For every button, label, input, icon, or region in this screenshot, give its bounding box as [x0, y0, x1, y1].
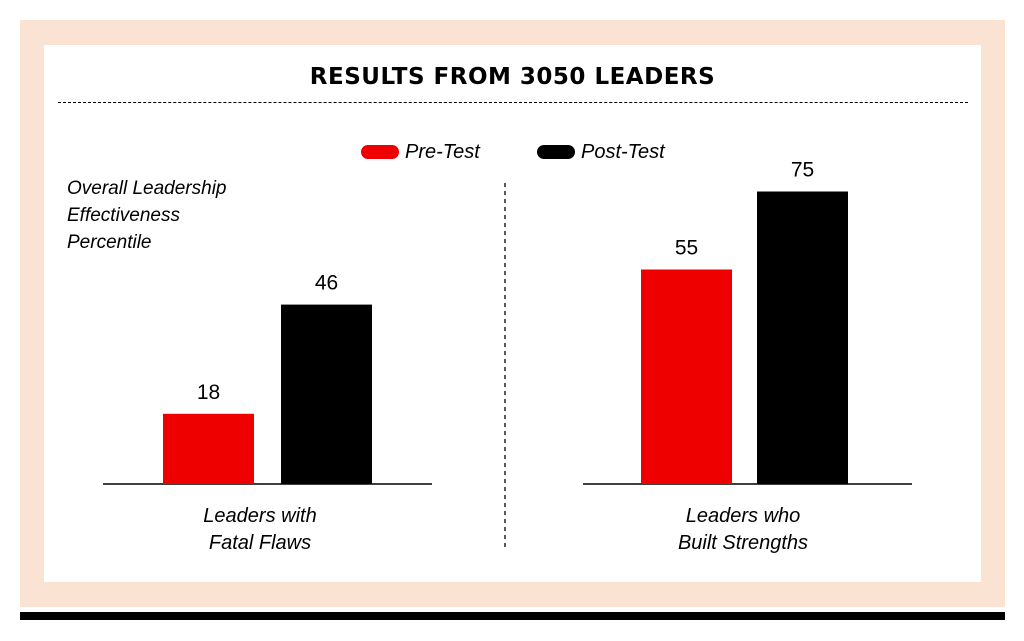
- bar-post-test-1: [281, 304, 372, 484]
- legend-label-post-test: Post-Test: [581, 140, 665, 163]
- bar-pre-test-2: [641, 269, 732, 484]
- bottom-rule: [20, 612, 1005, 620]
- data-label: 18: [197, 381, 220, 404]
- y-axis-label: Overall Leadership Effectiveness Percent…: [67, 175, 287, 256]
- bar-post-test-2: [757, 191, 848, 484]
- legend-label-pre-test: Pre-Test: [405, 140, 480, 163]
- data-label: 75: [791, 159, 814, 182]
- category-label: Fatal Flaws: [209, 532, 311, 554]
- legend-item-pre-test: Pre-Test: [361, 140, 480, 164]
- title-divider: [58, 102, 968, 103]
- category-label: Leaders with: [203, 505, 316, 527]
- category-label: Built Strengths: [678, 532, 808, 554]
- category-label: Leaders who: [686, 505, 801, 527]
- legend-swatch-pre-test: [361, 145, 399, 159]
- chart-title: RESULTS FROM 3050 LEADERS: [309, 64, 716, 90]
- data-label: 55: [675, 237, 698, 260]
- bar-pre-test-1: [163, 413, 254, 484]
- y-axis-label-line: Effectiveness: [67, 205, 180, 226]
- legend-swatch-post-test: [537, 145, 575, 159]
- y-axis-label-line: Percentile: [67, 232, 152, 253]
- legend-item-post-test: Post-Test: [537, 140, 665, 164]
- y-axis-label-line: Overall Leadership: [67, 178, 227, 199]
- data-label: 46: [315, 272, 338, 295]
